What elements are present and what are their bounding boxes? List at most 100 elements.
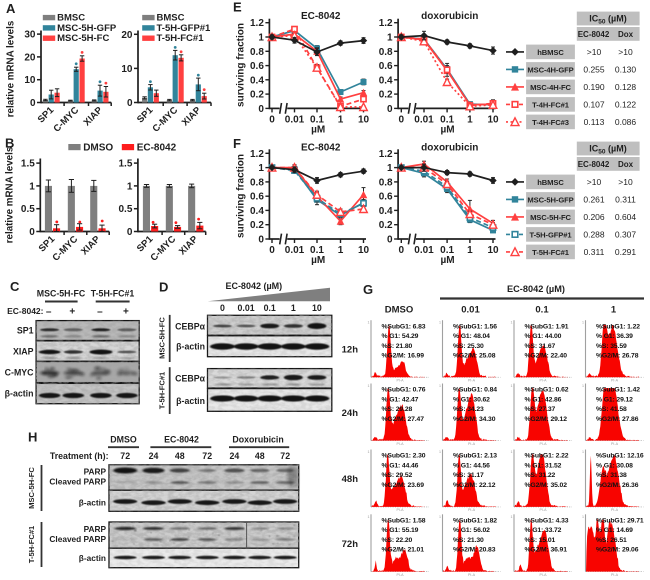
svg-text:0.113: 0.113 — [584, 117, 605, 127]
svg-text:%SubG1: 1.58: %SubG1: 1.58 — [382, 518, 426, 525]
svg-text:1: 1 — [368, 384, 370, 388]
svg-text:48h: 48h — [342, 474, 359, 485]
svg-text:PI-A: PI-A — [540, 508, 548, 512]
svg-text:–: – — [46, 307, 52, 318]
svg-text:%G2/M: 29.12: %G2/M: 29.12 — [525, 416, 568, 423]
svg-text:0.288: 0.288 — [583, 229, 605, 239]
svg-text:PI-A: PI-A — [397, 508, 405, 512]
svg-text:PI-A: PI-A — [611, 573, 619, 577]
svg-text:1.2: 1.2 — [250, 18, 264, 29]
svg-text:0: 0 — [269, 245, 275, 256]
svg-text:1: 1 — [582, 450, 584, 454]
svg-text:DMSO: DMSO — [110, 435, 137, 445]
svg-text:–: – — [97, 307, 103, 318]
svg-text:20: 20 — [121, 30, 133, 41]
svg-text:%S: 26.51: %S: 26.51 — [596, 537, 627, 544]
svg-text:%G2/M: 34.30: %G2/M: 34.30 — [453, 416, 496, 423]
svg-text:%SubG1: 12.16: %SubG1: 12.16 — [596, 453, 644, 460]
svg-text:CEBPα: CEBPα — [175, 322, 205, 332]
svg-text:µM: µM — [311, 125, 325, 136]
svg-text:10: 10 — [312, 303, 322, 313]
svg-text:%SubG1: 1.22: %SubG1: 1.22 — [596, 323, 640, 330]
svg-text:1: 1 — [511, 384, 513, 388]
svg-text:0.4: 0.4 — [379, 75, 393, 86]
svg-text:0: 0 — [127, 227, 133, 238]
svg-text:H: H — [28, 430, 37, 445]
svg-text:30: 30 — [24, 30, 36, 41]
svg-text:0.01: 0.01 — [414, 115, 434, 126]
svg-text:µM: µM — [441, 255, 455, 266]
svg-text:MSC-4H-GFP: MSC-4H-GFP — [527, 65, 573, 74]
svg-text:1.2: 1.2 — [250, 149, 264, 160]
svg-text:CEBPα: CEBPα — [175, 374, 205, 384]
svg-text:% G1: 44.56: % G1: 44.56 — [453, 462, 490, 469]
svg-text:0.4: 0.4 — [250, 206, 264, 217]
svg-text:%G2/M: 26.36: %G2/M: 26.36 — [596, 482, 639, 489]
svg-text:T-4H-FC#1: T-4H-FC#1 — [532, 100, 570, 109]
svg-text:0.8: 0.8 — [379, 177, 393, 188]
svg-text:E: E — [233, 0, 242, 15]
svg-text:1: 1 — [368, 450, 370, 454]
svg-text:%SubG1: 1.82: %SubG1: 1.82 — [453, 518, 497, 525]
svg-text:24: 24 — [149, 451, 159, 461]
svg-text:PI-A: PI-A — [468, 573, 476, 577]
svg-text:% G1: 33.72: % G1: 33.72 — [525, 527, 562, 534]
svg-text:0.6: 0.6 — [250, 192, 264, 203]
svg-text:Dox: Dox — [618, 160, 634, 169]
svg-text:%G2/M: 22.40: %G2/M: 22.40 — [525, 353, 568, 360]
svg-text:0.5: 0.5 — [118, 204, 132, 215]
svg-text:MSC-5H-FC: MSC-5H-FC — [530, 213, 571, 222]
svg-text:%S: 22.20: %S: 22.20 — [382, 537, 413, 544]
svg-text:>10: >10 — [587, 47, 602, 57]
svg-text:1: 1 — [467, 245, 473, 256]
svg-text:T-5H-GFP#1: T-5H-GFP#1 — [157, 23, 212, 34]
svg-text:10: 10 — [358, 115, 370, 126]
svg-text:%S: 41.58: %S: 41.58 — [596, 406, 627, 413]
svg-text:1: 1 — [29, 181, 35, 192]
svg-text:1: 1 — [387, 33, 393, 44]
svg-text:BMSC: BMSC — [157, 13, 185, 24]
svg-text:PI-A: PI-A — [540, 442, 548, 446]
svg-text:%G2/M: 35.02: %G2/M: 35.02 — [525, 482, 568, 489]
svg-text:12h: 12h — [342, 345, 359, 356]
svg-text:% G1: 30.62: % G1: 30.62 — [453, 396, 490, 403]
svg-text:0.01: 0.01 — [461, 305, 480, 316]
svg-text:1.5: 1.5 — [21, 159, 35, 170]
svg-text:%SubG1: 2.30: %SubG1: 2.30 — [382, 453, 426, 460]
svg-text:B: B — [5, 136, 14, 151]
svg-text:%S: 21.30: %S: 21.30 — [453, 537, 484, 544]
svg-text:%G2/M: 36.91: %G2/M: 36.91 — [525, 547, 568, 554]
svg-text:0: 0 — [387, 104, 393, 115]
svg-text:0.206: 0.206 — [583, 212, 605, 222]
svg-text:1: 1 — [387, 163, 393, 174]
svg-text:1: 1 — [511, 321, 513, 325]
svg-text:%G2/M: 27.86: %G2/M: 27.86 — [596, 416, 639, 423]
svg-text:%S: 31.38: %S: 31.38 — [596, 472, 627, 479]
svg-text:0.1: 0.1 — [535, 305, 549, 316]
svg-text:%G2/M: 27.47: %G2/M: 27.47 — [382, 416, 425, 423]
svg-text:%S: 31.17: %S: 31.17 — [453, 472, 484, 479]
svg-text:0.1: 0.1 — [310, 115, 324, 126]
svg-text:IC50 (µM): IC50 (µM) — [589, 144, 626, 156]
svg-text:PI-A: PI-A — [468, 379, 476, 383]
svg-text:%SubG1: 1.91: %SubG1: 1.91 — [525, 323, 569, 330]
svg-text:10: 10 — [121, 64, 133, 75]
svg-text:1: 1 — [258, 33, 264, 44]
svg-text:MSC-5H-FC: MSC-5H-FC — [27, 467, 36, 509]
svg-text:+: + — [123, 307, 129, 318]
svg-text:Cleaved PARP: Cleaved PARP — [49, 477, 106, 487]
svg-text:MSC-4H-FC: MSC-4H-FC — [530, 83, 571, 92]
svg-text:%S: 29.28: %S: 29.28 — [382, 406, 413, 413]
svg-text:%SubG1: 0.76: %SubG1: 0.76 — [382, 387, 426, 394]
svg-text:%S: 27.37: %S: 27.37 — [525, 406, 556, 413]
svg-text:0.01: 0.01 — [285, 245, 305, 256]
svg-text:% G1: 14.69: % G1: 14.69 — [596, 527, 633, 534]
svg-text:0.6: 0.6 — [379, 61, 393, 72]
svg-text:T-5H-FC#1: T-5H-FC#1 — [157, 33, 205, 44]
svg-text:EC-8042: EC-8042 — [578, 30, 610, 39]
svg-text:0.291: 0.291 — [615, 247, 637, 257]
svg-text:0: 0 — [399, 115, 405, 126]
svg-text:surviving fraction: surviving fraction — [236, 154, 247, 238]
svg-text:0.604: 0.604 — [615, 212, 637, 222]
svg-text:0.1: 0.1 — [310, 245, 324, 256]
